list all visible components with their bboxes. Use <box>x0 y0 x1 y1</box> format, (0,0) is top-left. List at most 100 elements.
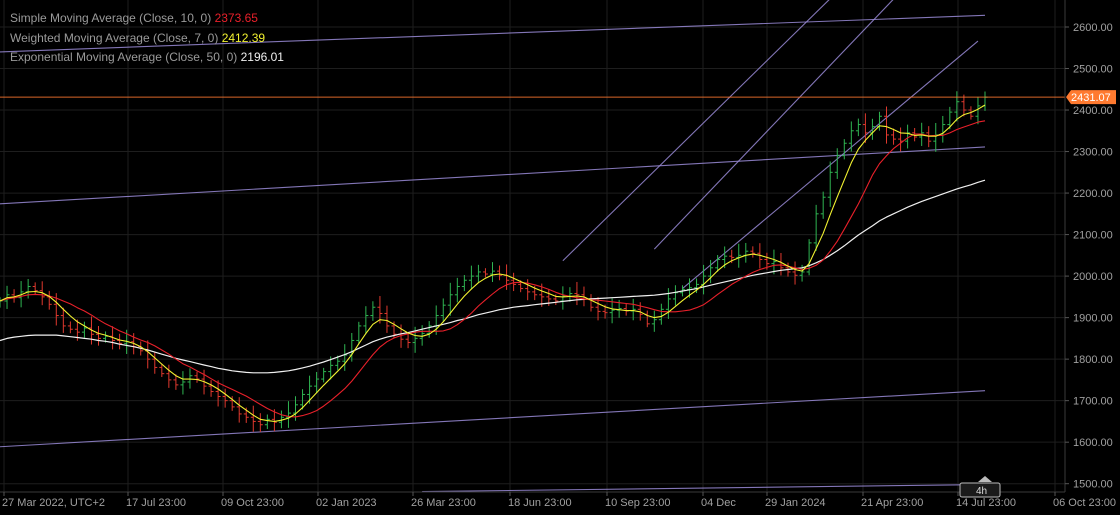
candle <box>834 148 840 179</box>
candle <box>982 91 988 111</box>
candle <box>285 401 291 428</box>
legend-sma-label: Simple Moving Average (Close, 10, 0) <box>10 11 212 25</box>
current-price-tag <box>1066 90 1116 105</box>
candle <box>46 290 52 310</box>
legend-wma[interactable]: Weighted Moving Average (Close, 7, 0) 24… <box>10 29 284 49</box>
time-tick-label: 29 Jan 2024 <box>765 497 826 509</box>
candle <box>152 352 158 374</box>
candle <box>511 272 517 292</box>
candles <box>0 91 988 433</box>
candle <box>482 268 488 278</box>
candle <box>792 261 798 285</box>
price-tick-label: 2400.00 <box>1073 105 1113 117</box>
wma-line <box>0 104 986 422</box>
price-tick-label: 1600.00 <box>1073 437 1113 449</box>
candle <box>264 414 270 430</box>
candle <box>208 380 214 397</box>
candle <box>778 252 784 276</box>
candle <box>736 243 742 268</box>
candle <box>940 115 946 143</box>
time-tick-label: 27 Mar 2022, UTC+2 <box>2 497 105 509</box>
candle <box>454 277 460 303</box>
candle <box>975 96 981 125</box>
trend-line[interactable] <box>0 390 986 448</box>
timeframe-arrow-icon[interactable] <box>978 476 992 482</box>
candle <box>525 279 531 301</box>
candle <box>377 296 383 324</box>
time-axis-bg <box>0 492 1120 510</box>
price-tick-label: 2600.00 <box>1073 22 1113 34</box>
candle <box>708 259 714 284</box>
candle <box>954 91 960 122</box>
candle <box>81 321 87 338</box>
candle <box>813 204 819 251</box>
candle <box>827 161 833 207</box>
candle <box>848 121 854 152</box>
candle <box>307 375 313 404</box>
time-tick-label: 17 Jul 23:00 <box>126 497 186 509</box>
trend-line[interactable] <box>422 483 986 493</box>
candle <box>194 371 200 383</box>
current-price-label: 2431.07 <box>1071 92 1111 104</box>
time-axis[interactable]: 27 Mar 2022, UTC+2 17 Jul 23:00 09 Oct 23:… <box>0 476 1120 510</box>
trend-line[interactable] <box>0 146 986 205</box>
candle <box>764 252 770 270</box>
candle <box>475 264 481 283</box>
candle <box>855 118 861 137</box>
time-tick-label: 14 Jul 23:00 <box>956 497 1016 509</box>
candle <box>321 367 327 383</box>
price-axis[interactable]: 1500.00 1600.00 1700.00 1800.00 1900.00 2000.… <box>1064 0 1120 510</box>
trend-lines[interactable] <box>0 0 986 493</box>
candle <box>159 363 165 377</box>
candle <box>947 106 953 130</box>
sma-line <box>0 120 986 418</box>
candle <box>644 310 650 328</box>
candle <box>117 333 123 350</box>
candle <box>933 122 939 152</box>
legend-ema[interactable]: Exponential Moving Average (Close, 50, 0… <box>10 48 284 68</box>
candle <box>447 282 453 316</box>
trend-line[interactable] <box>562 0 873 262</box>
candle <box>18 281 24 308</box>
candle <box>370 301 376 321</box>
time-tick-label: 26 Mar 23:00 <box>411 497 476 509</box>
timeframe-label: 4h <box>976 486 987 497</box>
candle <box>567 287 573 302</box>
legend-ema-value: 2196.01 <box>240 50 284 64</box>
timeframe-badge[interactable] <box>959 482 1001 498</box>
trend-line[interactable] <box>653 0 921 250</box>
price-tick-label: 2200.00 <box>1073 188 1113 200</box>
legend-wma-label: Weighted Moving Average (Close, 7, 0) <box>10 30 219 45</box>
indicator-legend: Simple Moving Average (Close, 10, 0) 237… <box>10 9 284 68</box>
candle <box>672 285 678 306</box>
candle <box>145 340 151 369</box>
candle <box>623 303 629 316</box>
candle <box>60 307 66 333</box>
candle <box>166 364 172 388</box>
time-tick-label: 21 Apr 23:00 <box>861 497 923 509</box>
legend-sma[interactable]: Simple Moving Average (Close, 10, 0) 237… <box>10 9 284 29</box>
time-tick-label: 04 Dec <box>701 497 736 509</box>
candle <box>743 242 749 263</box>
trend-line[interactable] <box>0 14 986 53</box>
candle <box>841 139 847 160</box>
candle <box>67 321 73 334</box>
candle <box>884 106 889 144</box>
candle <box>497 265 503 281</box>
candle <box>560 286 566 310</box>
legend-sma-value: 2373.65 <box>214 11 258 25</box>
candle <box>898 127 904 152</box>
candle <box>440 298 446 322</box>
candle <box>300 389 306 410</box>
price-tick-label: 2300.00 <box>1073 147 1113 159</box>
candle <box>187 368 193 389</box>
time-tick-label: 09 Oct 23:00 <box>221 497 284 509</box>
candle <box>658 303 664 325</box>
candle <box>869 118 875 140</box>
candle <box>806 239 812 276</box>
candle <box>96 326 101 346</box>
price-tick-label: 2100.00 <box>1073 230 1113 242</box>
candle <box>363 306 369 335</box>
